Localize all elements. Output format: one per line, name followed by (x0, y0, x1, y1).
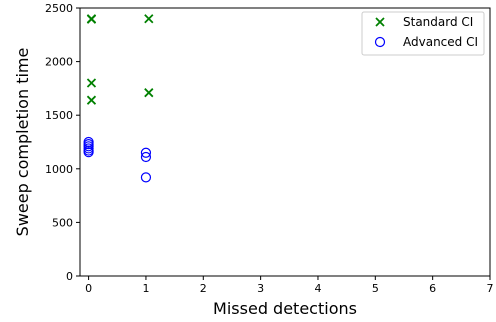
x-tick-label: 4 (314, 282, 321, 295)
y-tick-label: 2000 (45, 56, 73, 69)
x-tick-label: 0 (85, 282, 92, 295)
x-tick-label: 6 (429, 282, 436, 295)
y-axis-label: Sweep completion time (13, 48, 32, 237)
point-standard-ci (144, 14, 154, 24)
point-advanced-ci (140, 172, 152, 183)
plot-frame (79, 7, 491, 277)
y-tick-label: 0 (66, 270, 73, 283)
y-tick-label: 1500 (45, 109, 73, 122)
marks-layer (83, 14, 154, 183)
point-advanced-ci (83, 147, 94, 158)
legend-label-advanced-ci: Advanced CI (403, 35, 478, 49)
legend: Standard CI Advanced CI (361, 11, 485, 56)
x-tick-label: 3 (257, 282, 264, 295)
legend-box (361, 11, 485, 56)
x-tick-label: 5 (372, 282, 379, 295)
legend-marker-standard-ci (375, 17, 385, 27)
y-tick-label: 1000 (45, 163, 73, 176)
y-tick-label: 2500 (45, 2, 73, 15)
legend-label-standard-ci: Standard CI (403, 15, 473, 29)
point-standard-ci (144, 88, 154, 98)
x-tick-label: 1 (142, 282, 149, 295)
x-tick-label: 2 (200, 282, 207, 295)
legend-marker-advanced-ci (374, 36, 386, 48)
point-standard-ci (86, 14, 97, 24)
x-tick-label: 7 (487, 282, 494, 295)
point-standard-ci (86, 78, 97, 88)
point-advanced-ci (140, 147, 152, 158)
point-standard-ci (86, 95, 97, 105)
x-axis-label: Missed detections (213, 299, 357, 318)
y-tick-label: 500 (52, 216, 73, 229)
ticks-layer: 0 1 2 3 4 5 6 7 0 500 1000 1500 2000 2500 (45, 2, 494, 295)
point-advanced-ci (140, 151, 152, 163)
